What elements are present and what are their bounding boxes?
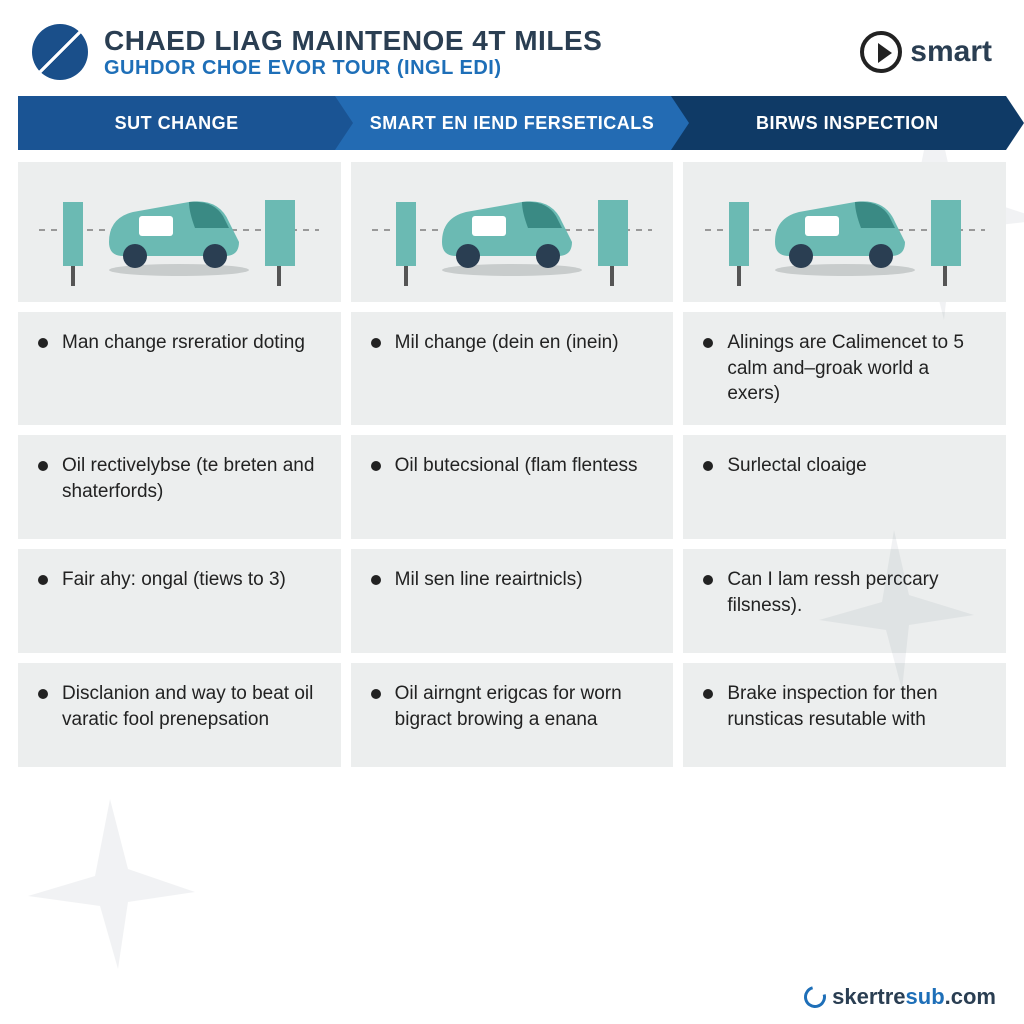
bullet-icon <box>703 575 713 585</box>
tab-label: SMART EN IEND FERSETICALS <box>370 113 655 134</box>
bullet-icon <box>371 338 381 348</box>
list-item: Surlectal cloaige <box>683 435 1006 539</box>
item-text: Disclanion and way to beat oil varatic f… <box>62 681 321 732</box>
brand-logo-icon <box>860 31 902 73</box>
bg-airplane-icon <box>10 784 210 984</box>
list-item: Oil airngnt erigcas for worn bigract bro… <box>351 663 674 767</box>
company-logo-icon <box>32 24 88 80</box>
list-item: Man change rsreratior doting <box>18 312 341 425</box>
list-item: Oil rectivelybse (te breten and shaterfo… <box>18 435 341 539</box>
bullet-icon <box>38 689 48 699</box>
list-item: Alinings are Calimencet to 5 calm and–gr… <box>683 312 1006 425</box>
item-text: Man change rsreratior doting <box>62 330 305 356</box>
car-on-lift-icon <box>705 172 985 292</box>
item-text: Brake inspection for then runsticas resu… <box>727 681 986 732</box>
list-item: Fair ahy: ongal (tiews to 3) <box>18 549 341 653</box>
item-text: Surlectal cloaige <box>727 453 866 479</box>
item-text: Can I lam ressh perccary filsness). <box>727 567 986 618</box>
tab-label: SUT CHANGE <box>115 113 239 134</box>
bullet-icon <box>38 575 48 585</box>
item-text: Oil butecsional (flam flentess <box>395 453 638 479</box>
footer-text: skertresub.com <box>832 984 996 1010</box>
list-item: Oil butecsional (flam flentess <box>351 435 674 539</box>
item-text: Fair ahy: ongal (tiews to 3) <box>62 567 286 593</box>
list-item: Brake inspection for then runsticas resu… <box>683 663 1006 767</box>
car-on-lift-icon <box>372 172 652 292</box>
item-text: Oil rectivelybse (te breten and shaterfo… <box>62 453 321 504</box>
item-text: Alinings are Calimencet to 5 calm and–gr… <box>727 330 986 407</box>
item-text: Oil airngnt erigcas for worn bigract bro… <box>395 681 654 732</box>
list-item: Can I lam ressh perccary filsness). <box>683 549 1006 653</box>
tab-label: BIRWS INSPECTION <box>756 113 939 134</box>
list-item: Mil sen line reairtnicls) <box>351 549 674 653</box>
item-text: Mil sen line reairtnicls) <box>395 567 583 593</box>
item-text: Mil change (dein en (inein) <box>395 330 619 356</box>
page-subtitle: GUHDOR CHOE EVOR TOUR (INGL EDI) <box>104 57 844 80</box>
footer-logo-icon <box>800 982 830 1012</box>
bullet-icon <box>38 338 48 348</box>
bullet-icon <box>703 689 713 699</box>
tab-sut-change[interactable]: SUT CHANGE <box>18 96 335 150</box>
header: CHAED LIAG MAINTENOE 4T MILES GUHDOR CHO… <box>0 0 1024 96</box>
brand-logo-text: smart <box>910 35 992 69</box>
bullet-icon <box>38 461 48 471</box>
car-on-lift-icon <box>39 172 319 292</box>
bullet-icon <box>703 461 713 471</box>
brand-logo: smart <box>860 31 992 73</box>
bullet-icon <box>703 338 713 348</box>
list-item: Mil change (dein en (inein) <box>351 312 674 425</box>
bullet-icon <box>371 461 381 471</box>
illustration-cell <box>351 162 674 302</box>
illustration-cell <box>18 162 341 302</box>
bullet-icon <box>371 689 381 699</box>
tab-birws-inspection[interactable]: BIRWS INSPECTION <box>671 96 1006 150</box>
list-item: Disclanion and way to beat oil varatic f… <box>18 663 341 767</box>
footer-attribution: skertresub.com <box>804 984 996 1010</box>
tab-bar: SUT CHANGE SMART EN IEND FERSETICALS BIR… <box>18 96 1006 150</box>
tab-smart-ferseticals[interactable]: SMART EN IEND FERSETICALS <box>335 96 670 150</box>
content-grid: Man change rsreratior doting Mil change … <box>0 150 1024 767</box>
bullet-icon <box>371 575 381 585</box>
illustration-cell <box>683 162 1006 302</box>
page-title: CHAED LIAG MAINTENOE 4T MILES <box>104 25 844 57</box>
title-block: CHAED LIAG MAINTENOE 4T MILES GUHDOR CHO… <box>104 25 844 80</box>
